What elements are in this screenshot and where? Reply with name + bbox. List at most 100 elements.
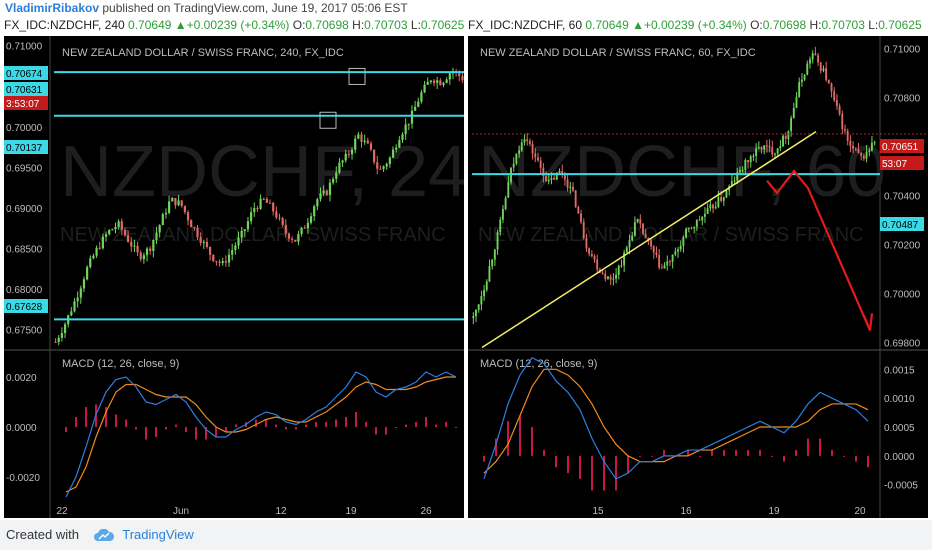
macd-histogram-bar — [495, 438, 497, 456]
candle-body — [744, 160, 747, 171]
candle-body — [231, 250, 234, 255]
candle-body — [652, 246, 655, 253]
candle-body — [224, 261, 227, 263]
price-tick-label: 0.67500 — [6, 326, 43, 337]
macd-histogram-bar — [543, 450, 545, 456]
macd-histogram-bar — [747, 450, 749, 456]
time-tick-label: 12 — [275, 506, 287, 517]
price-tag: 0.70674 — [6, 69, 43, 80]
time-tick-label: 26 — [420, 506, 432, 517]
candle-body — [666, 261, 669, 266]
time-tick-label: 20 — [854, 506, 866, 517]
macd-tick-label: 0.0010 — [884, 394, 915, 405]
right-chart[interactable]: NZDCHF, 60 NEW ZEALAND DOLLAR / SWISS FRA… — [468, 36, 928, 518]
candle-body — [186, 212, 190, 221]
candle-body — [155, 232, 158, 240]
macd-line — [65, 371, 457, 498]
left-high-label: H: — [352, 18, 365, 32]
price-tag: 0.70631 — [6, 85, 43, 96]
candle-body — [218, 261, 221, 264]
candle-body — [582, 222, 585, 238]
candle-body — [76, 297, 79, 302]
tradingview-link[interactable]: TradingView — [122, 527, 194, 542]
candle-body — [725, 190, 728, 198]
macd-line — [483, 357, 869, 480]
candle-body — [779, 146, 782, 149]
author-link[interactable]: VladimirRibakov — [5, 1, 100, 15]
candle-body — [809, 59, 811, 64]
candle-body — [114, 227, 117, 230]
right-open-label: O: — [750, 18, 763, 32]
candle-body — [309, 216, 313, 223]
candle-body — [401, 134, 404, 141]
candle-body — [545, 176, 547, 182]
candle-body — [89, 258, 92, 267]
macd-histogram-bar — [771, 455, 773, 457]
tradingview-logo-icon — [93, 528, 114, 541]
time-tick-label: 15 — [592, 506, 604, 517]
candle-body — [414, 106, 417, 111]
candle-body — [555, 172, 558, 180]
macd-histogram-bar — [843, 455, 845, 457]
left-low: 0.70625 — [420, 18, 464, 32]
candle-body — [70, 311, 73, 316]
macd-histogram-bar — [455, 427, 457, 428]
candle-body — [164, 212, 168, 215]
candle-body — [297, 233, 300, 242]
macd-tick-label: 0.0000 — [884, 452, 915, 463]
left-last-price: 0.70649 — [128, 18, 172, 32]
macd-histogram-bar — [165, 427, 167, 430]
price-tag-bg — [4, 96, 48, 110]
candle-body — [272, 202, 275, 212]
candle-body — [354, 138, 357, 150]
candle-body — [736, 172, 739, 181]
candle-body — [149, 248, 152, 251]
candle-body — [709, 204, 712, 209]
candle-body — [763, 145, 766, 150]
candle-body — [501, 209, 504, 220]
macd-histogram-bar — [295, 427, 297, 430]
price-tick-label: 0.70400 — [884, 191, 921, 202]
candle-body — [120, 221, 123, 230]
macd-histogram-bar — [567, 455, 569, 474]
candle-body — [483, 289, 486, 297]
candle-body — [504, 197, 507, 210]
candle-body — [784, 135, 787, 139]
macd-histogram-bar — [483, 455, 485, 462]
candle-body — [658, 255, 661, 268]
candle-body — [787, 130, 790, 139]
price-tick-label: 0.70800 — [884, 93, 921, 104]
candle-body — [671, 254, 674, 262]
candle-body — [385, 163, 388, 167]
candle-body — [215, 261, 218, 263]
candle-body — [278, 217, 281, 219]
candle-body — [227, 254, 231, 263]
price-tag-bg — [880, 139, 924, 153]
chart-title: NEW ZEALAND DOLLAR / SWISS FRANC, 240, F… — [62, 47, 344, 59]
candle-body — [577, 206, 580, 214]
candle-body — [615, 274, 617, 279]
price-tag-bg — [880, 217, 924, 231]
candle-body — [196, 228, 199, 238]
candle-body — [472, 316, 475, 319]
candle-body — [607, 276, 609, 279]
time-tick-label: Jun — [173, 506, 189, 517]
candle-body — [284, 224, 287, 234]
macd-histogram-bar — [285, 427, 287, 430]
macd-histogram-bar — [225, 427, 227, 432]
candle-body — [677, 249, 679, 252]
candle-body — [322, 190, 325, 194]
candle-body — [493, 249, 496, 260]
candle-body — [542, 167, 545, 177]
candle-body — [585, 237, 588, 249]
candle-body — [846, 130, 849, 141]
candle-body — [376, 162, 379, 169]
candle-body — [628, 240, 631, 248]
candle-body — [601, 272, 604, 274]
left-chart[interactable]: NZDCHF, 240 NEW ZEALAND DOLLAR / SWISS FR… — [4, 36, 464, 518]
candle-body — [177, 200, 180, 206]
candle-body — [550, 177, 553, 180]
candle-body — [701, 216, 704, 221]
candle-body — [639, 219, 642, 224]
price-tick-label: 0.68500 — [6, 245, 43, 256]
